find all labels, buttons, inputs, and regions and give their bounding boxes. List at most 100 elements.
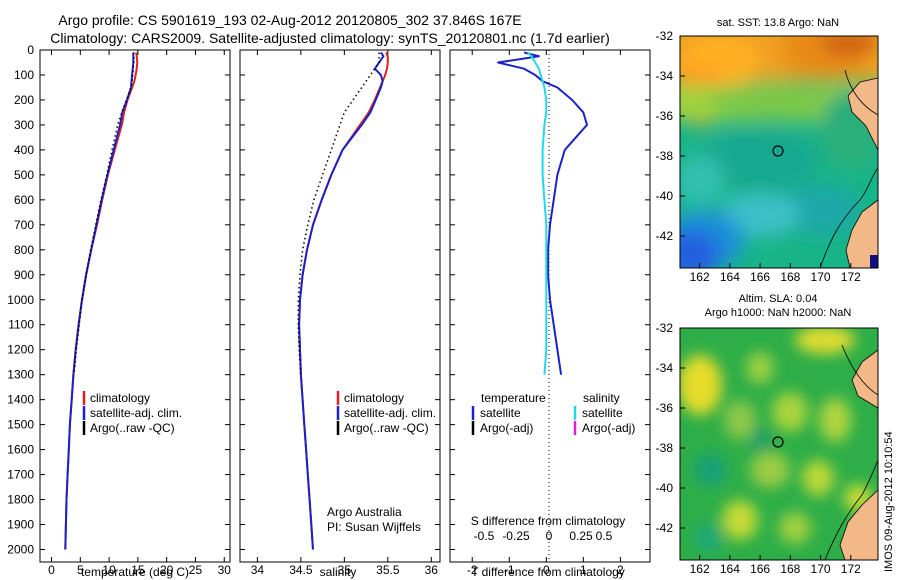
legend-s-satellite: satellite <box>582 406 623 420</box>
sst-land-south <box>845 199 878 268</box>
depth-axis-ticks: 0 100 200 300 400 500 600 700 800 900 1000 1100 1200… <box>7 43 230 557</box>
salinity-axes-box <box>239 49 441 563</box>
sst-land-north <box>847 77 878 151</box>
depth-tick-label: 0 <box>27 43 34 57</box>
depth-tick-label: 1400 <box>7 393 34 407</box>
depth-tick-label: 700 <box>14 218 34 232</box>
x-tick-label: 20 <box>160 563 174 577</box>
sla-land-south <box>839 489 878 560</box>
series-line-argo-raw-qc- <box>73 52 135 375</box>
depth-tick-label: 1700 <box>7 468 34 482</box>
series-line-argo-raw-qc- <box>297 52 380 375</box>
legend-s-argo: Argo(-adj) <box>582 421 635 435</box>
depth-tick-label: 2000 <box>7 543 34 557</box>
salinity-y-tickmarks <box>240 49 440 551</box>
sla-map-title2: Argo h1000: NaN h2000: NaN <box>705 307 852 319</box>
x-tick-label: 1 <box>580 563 587 577</box>
lat-tick-label: -40 <box>656 481 674 495</box>
depth-tick-label: 1500 <box>7 418 34 432</box>
x-tick-label: 2 <box>617 563 624 577</box>
sla-argo-location-marker <box>772 436 784 448</box>
lon-tick-label: 168 <box>780 562 800 576</box>
depth-tick-label: 1800 <box>7 493 34 507</box>
difference-legend: temperature salinity satellite Argo(-adj… <box>471 391 635 435</box>
lon-tick-label: 166 <box>750 270 770 284</box>
lat-tick-label: -38 <box>656 441 674 455</box>
x-tick-label: 0 <box>48 563 55 577</box>
difference-profile-lines <box>497 51 588 375</box>
lon-tick-label: 162 <box>690 562 710 576</box>
figure-title-line1: Argo profile: CS 5901619_193 02-Aug-2012… <box>58 12 521 28</box>
sla-lat-ticks: -32 -34 -36 -38 -40 -42 <box>656 321 685 535</box>
temperature-xlabel: temperature (deg C) <box>81 565 189 579</box>
sla-lon-ticks: 162 164 166 168 170 172 <box>690 555 861 576</box>
series-line-climatology <box>64 52 139 550</box>
s-tick-label: 0.25 <box>569 529 593 543</box>
depth-tick-label: 1200 <box>7 343 34 357</box>
t-difference-x-ticks: -2 -1 0 1 2 <box>467 50 624 577</box>
difference-axes-box <box>449 49 651 563</box>
s-tick-label: -0.5 <box>474 529 495 543</box>
x-tick-label: 5 <box>77 563 84 577</box>
argo-australia-label: Argo Australia <box>327 505 402 519</box>
s-tick-label: 0 <box>546 529 553 543</box>
lon-tick-label: 168 <box>780 270 800 284</box>
legend-header-salinity: salinity <box>583 391 620 405</box>
lat-tick-label: -42 <box>656 521 674 535</box>
sst-map-title: sat. SST: 13.8 Argo: NaN <box>717 17 839 29</box>
x-tick-label: 35 <box>338 563 352 577</box>
salinity-legend: climatology satellite-adj. clim. Argo(..… <box>336 391 436 435</box>
s-difference-ticks: -0.5 -0.25 0 0.25 0.5 <box>474 529 613 543</box>
lon-tick-label: 162 <box>690 270 710 284</box>
series-line-satellite <box>497 51 588 375</box>
depth-tick-label: 200 <box>14 93 34 107</box>
sla-map-title1: Altim. SLA: 0.04 <box>739 293 818 305</box>
sst-lon-ticks: 162 164 166 168 170 172 <box>690 263 861 284</box>
legend-t-argo: Argo(-adj) <box>480 421 533 435</box>
lat-tick-label: -32 <box>656 29 674 43</box>
lon-tick-label: 164 <box>720 270 740 284</box>
legend-header-temperature: temperature <box>481 391 546 405</box>
legend-satellite-adj: satellite-adj. clim. <box>90 406 182 420</box>
salinity-profile-lines <box>297 51 389 550</box>
lat-tick-label: -40 <box>656 189 674 203</box>
depth-tick-label: 500 <box>14 168 34 182</box>
series-line-satellite <box>527 51 548 375</box>
lat-tick-label: -36 <box>656 401 674 415</box>
sst-argo-location-marker <box>772 145 784 157</box>
lat-tick-label: -34 <box>656 69 674 83</box>
sla-land-north <box>851 349 878 409</box>
s-difference-label: S difference from climatology <box>471 514 626 528</box>
legend-satellite-adj: satellite-adj. clim. <box>344 406 436 420</box>
sla-field <box>680 328 878 560</box>
x-tick-label: 25 <box>189 563 203 577</box>
t-difference-xlabel: T difference from climatology <box>471 565 625 579</box>
depth-tick-label: 1100 <box>8 318 34 332</box>
imos-timestamp: IMOS 09-Aug-2012 10:10:54 <box>883 431 895 572</box>
legend-t-satellite: satellite <box>480 406 521 420</box>
temperature-x-ticks: 0 5 10 15 20 25 30 <box>48 50 231 577</box>
x-tick-label: 0 <box>543 563 550 577</box>
depth-tick-label: 1000 <box>7 293 34 307</box>
temperature-profile-lines <box>64 52 139 550</box>
difference-y-tickmarks <box>450 49 650 551</box>
salinity-panel: 34 34.5 35 35.5 36 salinity climatology sate… <box>239 49 441 579</box>
salinity-x-ticks: 34 34.5 35 35.5 36 <box>251 50 438 577</box>
lon-tick-label: 170 <box>811 562 831 576</box>
s-tick-label: -0.25 <box>502 529 530 543</box>
legend-argo-raw: Argo(..raw -QC) <box>90 421 175 435</box>
x-tick-label: 30 <box>218 563 232 577</box>
lon-tick-label: 172 <box>841 270 861 284</box>
legend-argo-raw: Argo(..raw -QC) <box>344 421 429 435</box>
x-tick-label: 10 <box>102 563 116 577</box>
lon-tick-label: 170 <box>811 270 831 284</box>
legend-climatology: climatology <box>344 391 404 405</box>
sla-map-frame <box>679 327 879 561</box>
lat-tick-label: -42 <box>656 229 674 243</box>
temperature-panel: 0100200300400500600700800900100011001200… <box>7 43 231 579</box>
x-tick-label: 15 <box>131 563 145 577</box>
x-tick-label: 34 <box>251 563 265 577</box>
x-tick-label: 35.5 <box>376 563 400 577</box>
temperature-legend: climatology satellite-adj. clim. Argo(..… <box>82 391 182 435</box>
